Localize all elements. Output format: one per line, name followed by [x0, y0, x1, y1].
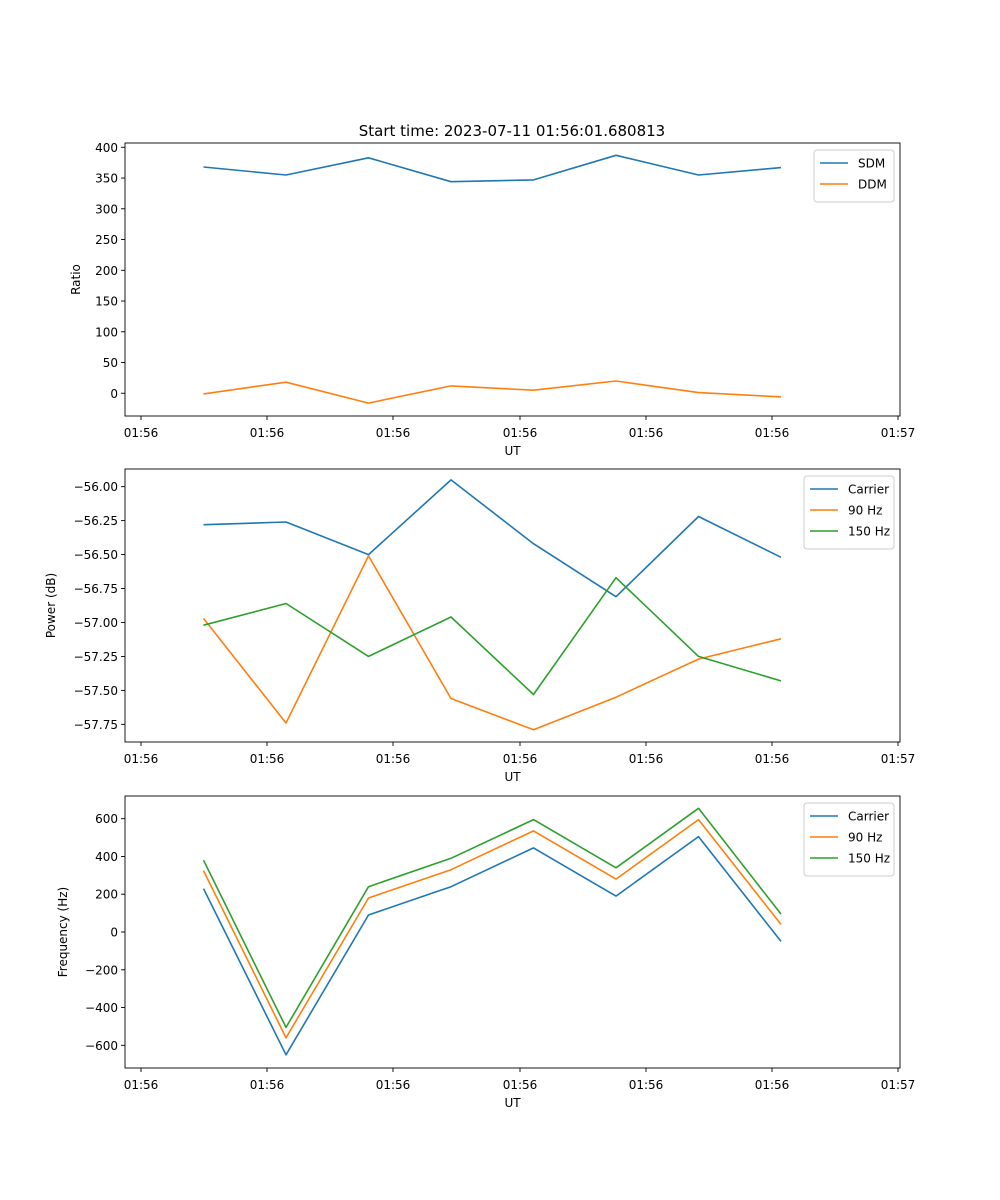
series-line-90-hz	[202, 818, 782, 1039]
y-tick-label: 300	[95, 202, 118, 216]
figure-title: Start time: 2023-07-11 01:56:01.680813	[359, 122, 665, 140]
x-tick-label: 01:56	[755, 426, 790, 440]
chart-panels: 0 50 100 150 200 250 300 350 400 01:56 01:56 01:56 0…	[44, 141, 915, 1110]
y-tick-label: 150	[95, 295, 118, 309]
x-axis-label: UT	[504, 770, 521, 784]
y-axis-label: Ratio	[69, 264, 83, 295]
x-tick-label: 01:56	[755, 752, 790, 766]
axes-frame	[124, 468, 901, 743]
y-tick-label: 100	[95, 325, 118, 339]
legend-entry: Carrier	[848, 483, 889, 497]
x-tick-label: 01:57	[881, 426, 916, 440]
y-axis-label: Frequency (Hz)	[56, 887, 70, 978]
x-tick-label: 01:56	[376, 426, 411, 440]
y-tick-label: 200	[95, 888, 118, 902]
y-tick-label: 0	[110, 387, 118, 401]
legend-entry: 90 Hz	[848, 831, 882, 845]
legend-entry: 90 Hz	[848, 504, 882, 518]
x-tick-label: 01:56	[629, 1078, 664, 1092]
series-line-90-hz	[202, 555, 782, 731]
x-tick-label: 01:56	[124, 752, 159, 766]
x-tick-label: 01:57	[881, 1078, 916, 1092]
y-tick-label: −57.75	[74, 718, 118, 732]
y-tick-label: −400	[85, 1001, 118, 1015]
x-tick-label: 01:56	[376, 1078, 411, 1092]
x-tick-label: 01:56	[629, 752, 664, 766]
x-tick-label: 01:57	[881, 752, 916, 766]
y-tick-label: −56.50	[74, 548, 118, 562]
chart-panel-1: 0 50 100 150 200 250 300 350 400 01:56 01:56 01:56 0…	[69, 141, 915, 458]
series-line-150-hz	[202, 807, 782, 1029]
y-tick-label: 350	[95, 172, 118, 186]
y-tick-label: 600	[95, 812, 118, 826]
legend-entry: Carrier	[848, 810, 889, 824]
x-tick-label: 01:56	[250, 752, 285, 766]
x-tick-label: 01:56	[250, 426, 285, 440]
axes-frame	[124, 142, 901, 417]
legend-entry: DDM	[858, 178, 887, 192]
y-axis-label: Power (dB)	[44, 573, 58, 638]
x-axis-label: UT	[504, 444, 521, 458]
x-tick-label: 01:56	[503, 1078, 538, 1092]
y-tick-label: −57.50	[74, 684, 118, 698]
x-tick-label: 01:56	[503, 752, 538, 766]
legend: Carrier 90 Hz 150 Hz	[803, 475, 895, 550]
x-tick-label: 01:56	[629, 426, 664, 440]
y-tick-label: −600	[85, 1039, 118, 1053]
x-tick-label: 01:56	[124, 426, 159, 440]
x-axis-label: UT	[504, 1096, 521, 1110]
x-tick-label: 01:56	[250, 1078, 285, 1092]
y-tick-label: 250	[95, 233, 118, 247]
legend: Carrier 90 Hz 150 Hz	[803, 802, 895, 877]
series-line-carrier	[203, 479, 782, 598]
legend-entry: 150 Hz	[848, 525, 890, 539]
y-tick-label: −56.75	[74, 582, 118, 596]
legend: SDM DDM	[813, 149, 895, 203]
y-tick-label: −56.00	[74, 480, 118, 494]
x-tick-label: 01:56	[755, 1078, 790, 1092]
series-line-carrier	[202, 835, 782, 1056]
legend-entry: 150 Hz	[848, 852, 890, 866]
x-tick-label: 01:56	[124, 1078, 159, 1092]
series-line-ddm	[203, 380, 782, 404]
x-tick-label: 01:56	[503, 426, 538, 440]
chart-panel-2: −57.75 −57.50 −57.25 −57.00 −56.75 −56.50 −56.…	[44, 468, 916, 784]
series-line-sdm	[203, 154, 782, 183]
series-line-150-hz	[203, 576, 782, 696]
legend-entry: SDM	[858, 157, 885, 171]
y-tick-label: −56.25	[74, 514, 118, 528]
y-tick-label: 50	[103, 356, 118, 370]
y-tick-label: −57.25	[74, 650, 118, 664]
x-tick-label: 01:56	[376, 752, 411, 766]
y-tick-label: −57.00	[74, 616, 118, 630]
chart-panel-3: −600 −400 −200 0 200 400 600 01:56 01:56 01:56 01:…	[56, 795, 916, 1110]
y-tick-label: 400	[95, 850, 118, 864]
y-tick-label: 200	[95, 264, 118, 278]
axes-frame	[124, 795, 901, 1069]
y-tick-label: 400	[95, 141, 118, 155]
y-tick-label: 0	[110, 926, 118, 940]
y-tick-label: −200	[85, 963, 118, 977]
